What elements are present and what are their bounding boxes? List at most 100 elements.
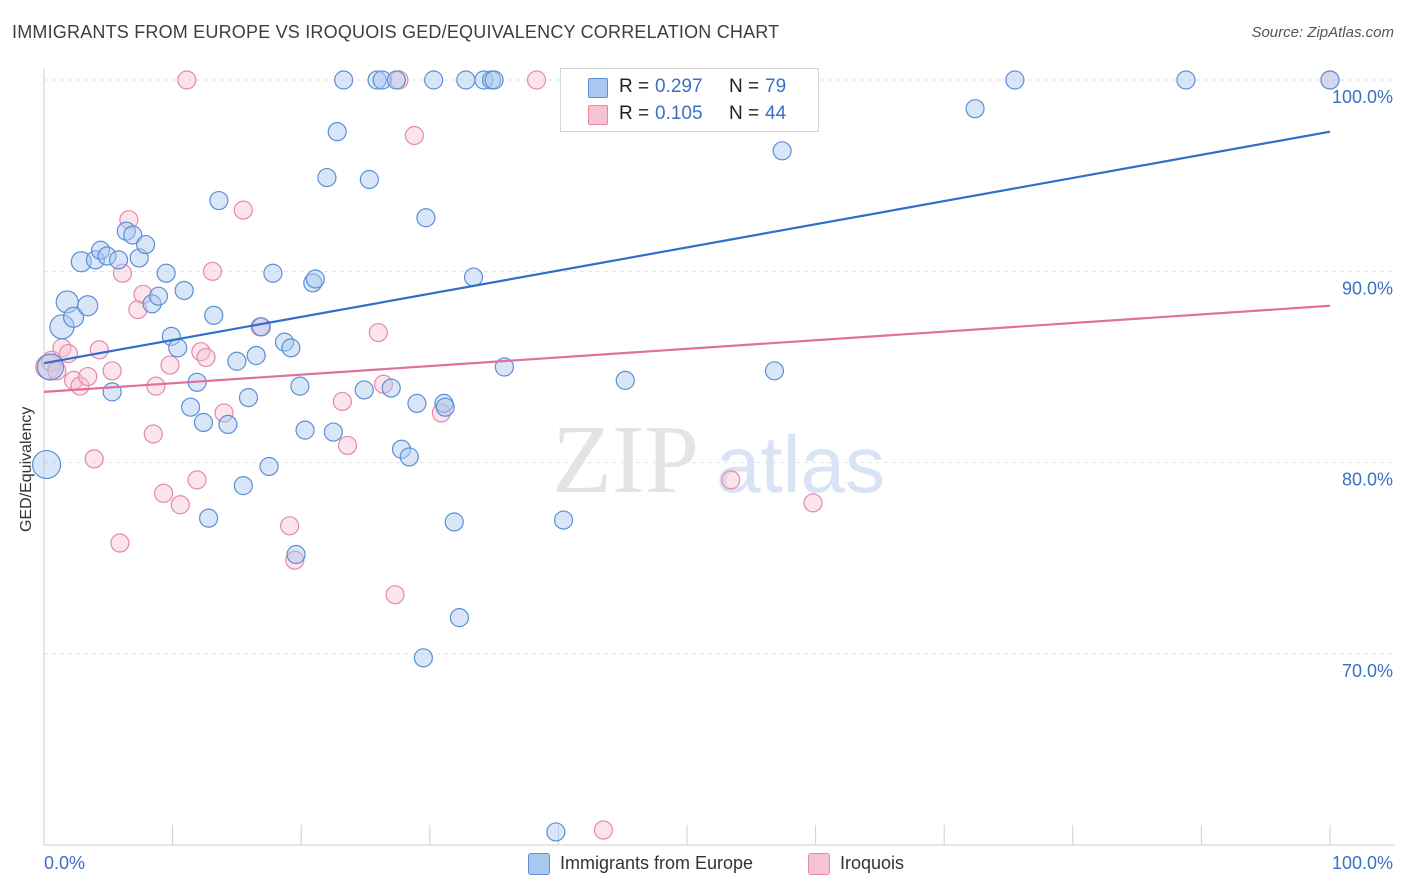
chart-title: IMMIGRANTS FROM EUROPE VS IROQUOIS GED/E… — [12, 22, 780, 42]
data-point — [615, 370, 635, 390]
data-point — [381, 378, 401, 398]
data-point — [385, 585, 405, 605]
data-point — [764, 361, 785, 381]
stats-row-iroquois: R = 0.105 N = 44 — [561, 101, 818, 127]
stats-n-value: 44 — [765, 103, 787, 124]
stats-r-label: R = — [619, 76, 650, 97]
data-point — [174, 280, 194, 301]
data-point — [108, 250, 129, 270]
data-point — [181, 397, 201, 417]
data-point — [135, 234, 156, 255]
watermark: ZIP atlas — [552, 406, 885, 514]
data-point — [546, 822, 566, 842]
data-point — [456, 70, 476, 90]
data-point — [553, 510, 574, 530]
data-point — [238, 388, 259, 408]
legend-swatch-iroquois — [808, 853, 830, 875]
data-point — [367, 70, 387, 90]
stats-r-value: 0.105 — [655, 103, 703, 124]
trend-line-iroquois — [43, 304, 1331, 393]
watermark-atlas: atlas — [716, 420, 885, 509]
data-point — [413, 648, 433, 668]
data-point — [214, 403, 234, 423]
stats-r-value: 0.297 — [655, 76, 703, 97]
data-point — [444, 512, 464, 532]
stats-swatch-europe — [588, 78, 608, 98]
legend-label-iroquois: Iroquois — [840, 853, 905, 873]
data-point — [156, 263, 176, 283]
data-point — [593, 820, 614, 840]
data-point — [148, 286, 169, 306]
stats-n-label: N = — [729, 103, 760, 124]
data-point — [84, 449, 104, 469]
data-point — [404, 125, 424, 146]
stats-r-label: R = — [619, 103, 650, 124]
data-point — [191, 342, 211, 362]
y-tick-label: 70.0% — [1342, 661, 1393, 681]
data-point — [359, 169, 379, 190]
data-point — [233, 200, 253, 220]
data-point — [97, 246, 117, 266]
data-point — [77, 295, 99, 317]
data-point — [199, 508, 219, 528]
data-point — [187, 470, 207, 490]
data-point — [327, 122, 347, 142]
data-point — [286, 544, 306, 565]
data-point — [89, 340, 109, 360]
y-tick-label: 100.0% — [1332, 87, 1393, 107]
data-point — [424, 70, 444, 90]
watermark-zip: ZIP — [552, 406, 699, 514]
data-point — [146, 376, 166, 396]
data-point — [119, 210, 139, 230]
data-point — [31, 449, 62, 480]
x-tick-label: 0.0% — [44, 853, 85, 873]
data-point — [78, 366, 98, 387]
data-point — [85, 250, 106, 270]
data-point — [102, 382, 122, 402]
data-point — [1176, 70, 1196, 90]
data-point — [209, 190, 229, 211]
tick-labels: 70.0% 80.0% 90.0% 100.0% 0.0% 100.0% — [44, 87, 1393, 873]
stats-n-value: 79 — [765, 76, 787, 97]
data-point — [70, 251, 92, 273]
series-legend: Immigrants from Europe Iroquois — [0, 852, 1406, 878]
data-point — [337, 435, 358, 456]
data-point — [193, 412, 214, 433]
data-point — [110, 533, 130, 553]
data-point — [128, 300, 148, 320]
data-point — [435, 397, 455, 417]
data-point — [202, 261, 223, 281]
y-tick-label: 80.0% — [1342, 470, 1393, 490]
data-point — [196, 347, 216, 368]
data-point — [386, 70, 406, 90]
data-point — [416, 208, 436, 228]
stats-legend: R = 0.297 N = 79 R = 0.105 N = 44 — [560, 68, 819, 132]
data-point — [295, 420, 315, 440]
data-point — [251, 317, 271, 337]
data-point — [170, 495, 190, 515]
stats-row-europe: R = 0.297 N = 79 — [561, 74, 818, 100]
data-point — [263, 263, 283, 283]
data-point — [526, 70, 547, 90]
data-point — [1320, 70, 1340, 90]
data-point — [153, 483, 174, 503]
data-point — [391, 439, 412, 459]
x-tick-label: 100.0% — [1332, 853, 1393, 873]
data-point — [474, 70, 494, 90]
data-point — [204, 305, 224, 325]
y-tick-label: 90.0% — [1342, 278, 1393, 298]
data-point — [290, 376, 310, 396]
data-point — [143, 424, 163, 444]
data-point — [305, 269, 325, 289]
data-point — [160, 355, 180, 375]
data-point — [285, 550, 305, 570]
data-point — [354, 380, 374, 400]
data-point — [407, 393, 427, 413]
data-point — [334, 70, 354, 90]
stats-n-label: N = — [729, 76, 760, 97]
data-point — [323, 422, 343, 442]
data-point — [965, 99, 985, 119]
data-point — [463, 267, 484, 287]
legend-label-europe: Immigrants from Europe — [560, 853, 754, 873]
